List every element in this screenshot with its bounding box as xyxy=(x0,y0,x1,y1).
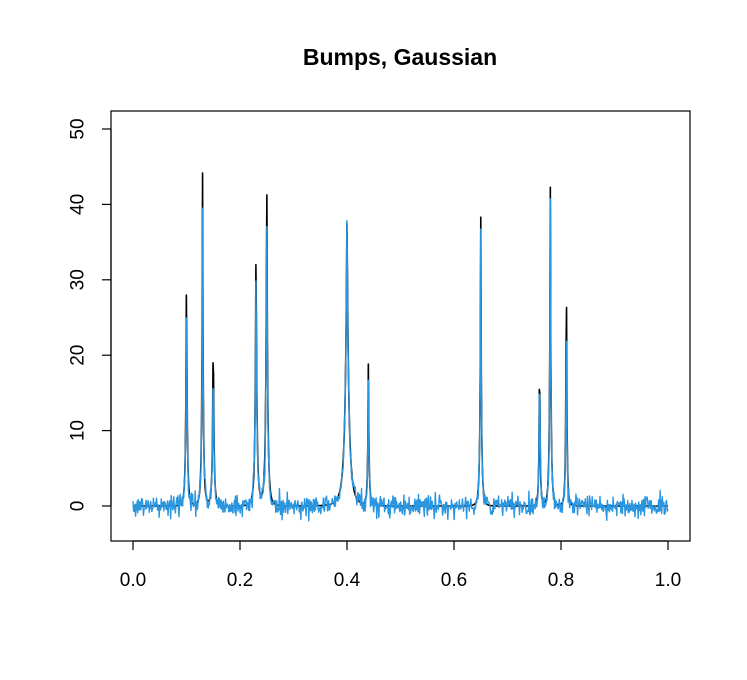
x-tick-label: 0.2 xyxy=(227,570,253,591)
y-tick-label: 0 xyxy=(68,501,89,512)
true-signal-line xyxy=(132,172,669,507)
y-tick-label: 30 xyxy=(68,269,89,290)
x-tick-label: 0.8 xyxy=(548,570,574,591)
plot-area xyxy=(132,172,669,522)
x-tick-label: 0.6 xyxy=(441,570,467,591)
x-tick-label: 1.0 xyxy=(655,570,681,591)
y-tick-label: 10 xyxy=(68,420,89,441)
x-tick-label: 0.4 xyxy=(334,570,361,591)
y-tick-label: 20 xyxy=(68,345,89,366)
y-tick-label: 40 xyxy=(68,194,89,215)
x-axis: 0.0 0.2 0.4 0.6 0.8 1.0 xyxy=(120,540,681,591)
noisy-signal-line xyxy=(132,197,669,522)
y-axis: 0 10 20 30 40 50 xyxy=(68,118,112,511)
y-tick-label: 50 xyxy=(68,118,89,139)
x-tick-label: 0.0 xyxy=(120,570,146,591)
plot-frame xyxy=(110,110,691,542)
chart-title: Bumps, Gaussian xyxy=(303,44,497,70)
